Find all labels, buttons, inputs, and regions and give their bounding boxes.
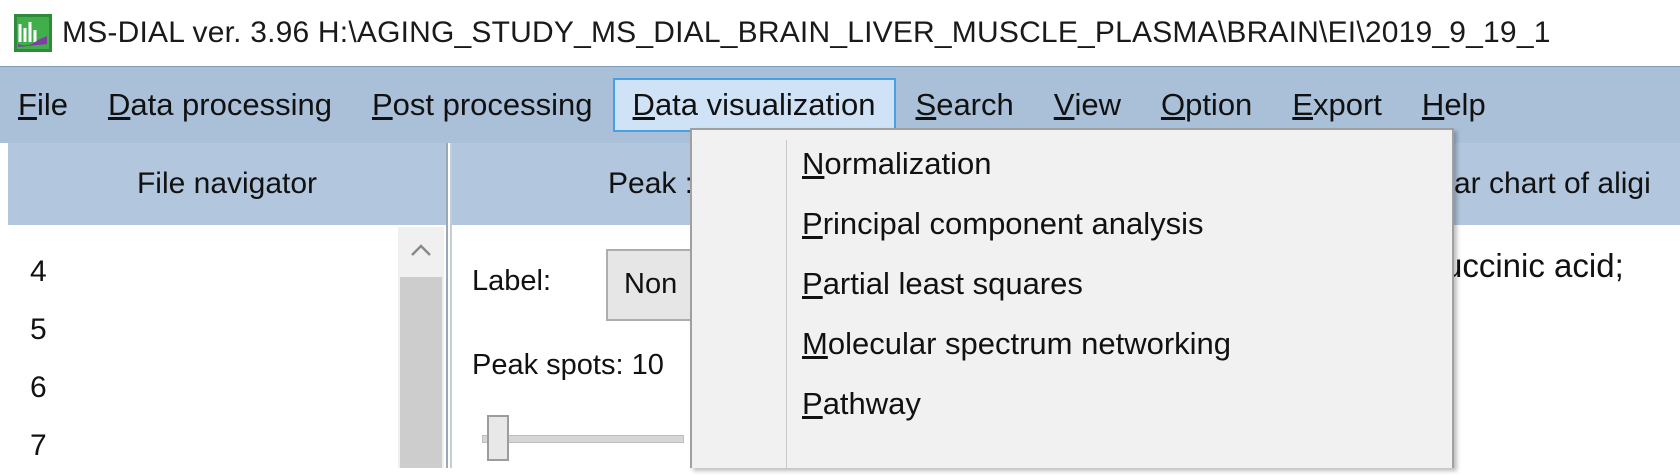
menuitem-pca[interactable]: Principal component analysis bbox=[802, 194, 1204, 254]
menu-file-label: ile bbox=[36, 87, 68, 122]
scrollbar-thumb[interactable] bbox=[400, 277, 442, 468]
menuitem-molecular-networking-mnemonic: M bbox=[802, 326, 828, 361]
file-list: 4 5 6 7 bbox=[30, 243, 47, 475]
menu-help-mnemonic: H bbox=[1421, 87, 1445, 122]
vertical-scrollbar[interactable] bbox=[398, 227, 444, 468]
file-list-item[interactable]: 4 bbox=[30, 255, 47, 288]
slider-track[interactable] bbox=[482, 435, 684, 443]
menu-file-mnemonic: F bbox=[18, 87, 37, 122]
menu-search-mnemonic: S bbox=[915, 87, 937, 122]
dropdown-icon-separator bbox=[786, 140, 787, 470]
menuitem-pls[interactable]: Partial least squares bbox=[802, 254, 1083, 314]
menu-view-label: iew bbox=[1074, 87, 1121, 122]
menu-option-label: ption bbox=[1185, 87, 1253, 122]
file-navigator-header: File navigator bbox=[8, 143, 446, 225]
menu-view-mnemonic: V bbox=[1053, 87, 1075, 122]
menuitem-pathway-mnemonic: P bbox=[802, 386, 823, 421]
menuitem-pca-mnemonic: P bbox=[802, 206, 823, 241]
menu-data-visualization-mnemonic: D bbox=[632, 87, 655, 122]
menuitem-pca-label: rincipal component analysis bbox=[822, 206, 1204, 241]
menu-export-label: xport bbox=[1313, 87, 1382, 122]
chevron-up-icon[interactable] bbox=[398, 227, 444, 273]
file-list-item[interactable]: 7 bbox=[30, 429, 47, 462]
menuitem-pathway[interactable]: Pathway bbox=[802, 374, 921, 434]
menuitem-normalization[interactable]: Normalization bbox=[802, 134, 992, 194]
menuitem-normalization-label: ormalization bbox=[824, 146, 992, 181]
menu-help-label: elp bbox=[1444, 87, 1486, 122]
menu-data-visualization-label: ata visualization bbox=[654, 87, 876, 122]
menuitem-molecular-networking[interactable]: Molecular spectrum networking bbox=[802, 314, 1231, 374]
menuitem-pls-mnemonic: P bbox=[802, 266, 823, 301]
menu-option-mnemonic: O bbox=[1160, 87, 1186, 122]
menu-export-mnemonic: E bbox=[1292, 87, 1313, 122]
menu-data-processing-mnemonic: D bbox=[107, 87, 131, 122]
peak-spots-count: Peak spots: 10 bbox=[472, 349, 664, 381]
file-navigator-panel: File navigator 4 5 6 7 bbox=[0, 143, 448, 468]
title-bar: MS-DIAL ver. 3.96 H:\AGING_STUDY_MS_DIAL… bbox=[0, 0, 1680, 66]
menu-post-processing-label: ost processing bbox=[392, 87, 593, 122]
menuitem-normalization-mnemonic: N bbox=[802, 146, 825, 181]
menuitem-pathway-label: athway bbox=[822, 386, 921, 421]
label-caption: Label: bbox=[472, 265, 552, 297]
menu-search-label: earch bbox=[936, 87, 1014, 122]
window-title: MS-DIAL ver. 3.96 H:\AGING_STUDY_MS_DIAL… bbox=[62, 16, 1551, 49]
menuitem-molecular-networking-label: olecular spectrum networking bbox=[827, 326, 1232, 361]
file-list-item[interactable]: 5 bbox=[30, 313, 47, 346]
file-list-item[interactable]: 6 bbox=[30, 371, 47, 404]
menu-data-processing-label: ata processing bbox=[130, 87, 332, 122]
slider-thumb[interactable] bbox=[487, 415, 509, 461]
app-icon bbox=[14, 14, 52, 52]
menu-post-processing-mnemonic: P bbox=[371, 87, 393, 122]
data-visualization-dropdown: Normalization Principal component analys… bbox=[690, 128, 1454, 470]
tab-bar-chart[interactable]: ar chart of aligi bbox=[1454, 167, 1651, 200]
menuitem-pls-label: artial least squares bbox=[822, 266, 1083, 301]
tab-peak-spot[interactable]: Peak : bbox=[608, 167, 694, 200]
compound-name: uccinic acid; bbox=[1444, 247, 1624, 284]
